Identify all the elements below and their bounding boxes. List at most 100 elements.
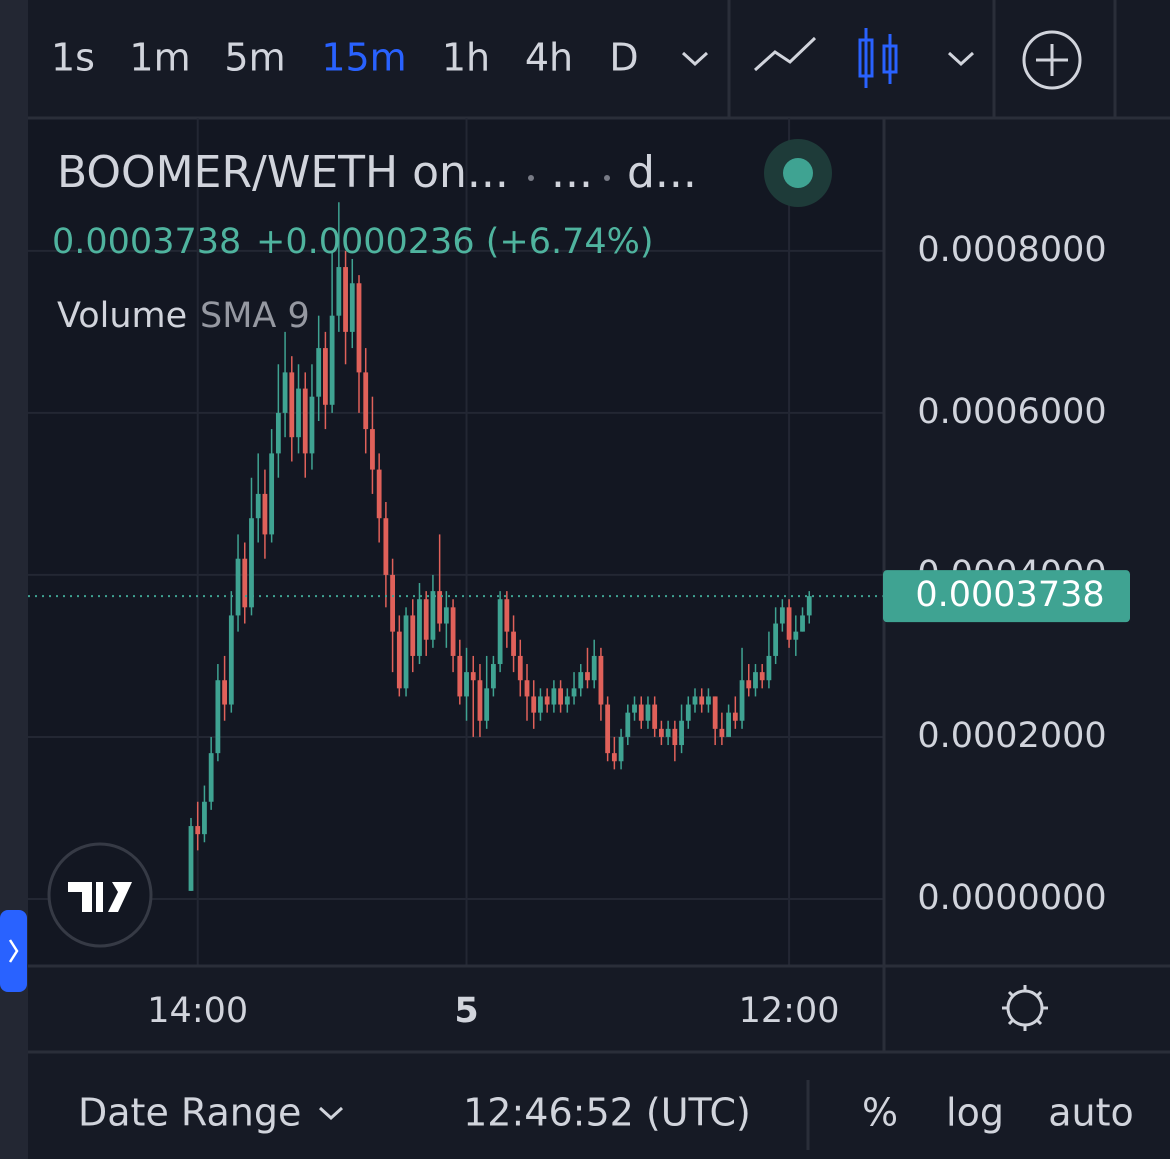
- status-dot: [783, 158, 813, 188]
- candle-body: [652, 704, 658, 729]
- candle-body: [638, 704, 644, 721]
- candle-body: [202, 801, 207, 835]
- interval-button[interactable]: 1m: [129, 36, 190, 80]
- candle-body: [390, 574, 395, 632]
- candle-body: [531, 696, 537, 713]
- candle-body: [524, 680, 530, 697]
- candle-body: [309, 396, 315, 454]
- candle-body: [470, 672, 476, 681]
- candle-body: [437, 591, 443, 624]
- candle-body: [208, 753, 214, 802]
- candle-body: [296, 388, 301, 438]
- candle-body: [222, 680, 227, 705]
- candle-body: [370, 429, 375, 470]
- candle-body: [558, 688, 563, 705]
- candle-body: [336, 267, 342, 316]
- interval-button[interactable]: 1s: [51, 36, 95, 80]
- candle-chart-button[interactable]: [858, 28, 898, 88]
- candle-body: [215, 680, 221, 754]
- candle-body: [417, 599, 422, 656]
- interval-button[interactable]: 4h: [525, 36, 573, 80]
- line-chart-button[interactable]: [753, 36, 817, 72]
- settings-button[interactable]: [1002, 985, 1048, 1031]
- candle-body: [679, 720, 684, 746]
- candle-body: [665, 728, 671, 737]
- candle-body: [544, 696, 550, 705]
- candle-body: [598, 655, 604, 705]
- candle-body: [793, 631, 799, 640]
- log-toggle[interactable]: log: [946, 1091, 1004, 1135]
- candle-body: [571, 688, 577, 697]
- candle-body: [739, 680, 745, 721]
- candle-body: [719, 728, 725, 737]
- candle-body: [645, 704, 651, 721]
- candle-body: [564, 696, 570, 705]
- candle-body: [659, 728, 664, 737]
- x-tick-label: 5: [454, 991, 478, 1031]
- candle-body: [464, 672, 469, 697]
- candle-body: [625, 712, 631, 737]
- interval-button[interactable]: 1h: [442, 36, 490, 80]
- candle-body: [517, 655, 523, 681]
- interval-button[interactable]: 15m: [321, 36, 406, 80]
- candle-body: [289, 372, 295, 438]
- candle-body: [578, 672, 584, 689]
- interval-button[interactable]: 5m: [224, 36, 285, 80]
- last-price-tag: [883, 570, 1130, 623]
- candle-body: [195, 826, 201, 835]
- percent-toggle[interactable]: %: [862, 1091, 898, 1135]
- candle-body: [605, 704, 611, 754]
- interval-menu[interactable]: [681, 51, 709, 67]
- candle-body: [262, 493, 268, 535]
- candle-body: [249, 518, 254, 608]
- logo: [68, 882, 132, 912]
- candle-body: [403, 615, 409, 689]
- candle-body: [410, 615, 416, 656]
- candle-body: [228, 615, 234, 705]
- interval-button[interactable]: D: [609, 36, 638, 80]
- y-tick-label: 0.0008000: [917, 230, 1106, 270]
- sidebar-toggle[interactable]: [0, 910, 27, 992]
- candle-body: [450, 607, 456, 656]
- plot-area: [28, 118, 883, 965]
- candle-body: [302, 388, 308, 454]
- date-range-chevron: [318, 1106, 344, 1121]
- candle-body: [726, 712, 731, 737]
- candle-body: [732, 712, 738, 721]
- exchange: ...: [551, 147, 593, 198]
- candle-body: [242, 558, 248, 608]
- add-indicator-button[interactable]: [1022, 30, 1082, 90]
- grid: [28, 118, 883, 965]
- candle-body: [376, 469, 382, 519]
- candle-body: [591, 655, 597, 681]
- candle-body: [551, 688, 557, 705]
- candle-body: [759, 672, 765, 681]
- candle-body: [585, 672, 590, 681]
- last-price-label: 0.0003738: [915, 575, 1104, 615]
- candle-body: [383, 518, 389, 575]
- x-tick-label: 12:00: [739, 991, 840, 1031]
- candle-body: [766, 655, 772, 681]
- auto-toggle[interactable]: auto: [1048, 1091, 1134, 1135]
- candle-body: [611, 753, 617, 762]
- axes: 0.00000000.00020000.00040000.00060000.00…: [147, 230, 1130, 1031]
- x-tick-label: 14:00: [147, 991, 248, 1031]
- interval-bar: 1s 1m 5m 15m 1h 4h D: [51, 36, 639, 80]
- candle-body: [188, 826, 194, 891]
- candle-body: [786, 607, 792, 640]
- legend-dot: [604, 175, 610, 181]
- candle-body: [491, 664, 496, 689]
- candle-body: [692, 696, 698, 705]
- candle-body: [511, 631, 516, 656]
- candle-body: [712, 696, 718, 729]
- chart-type-menu[interactable]: [947, 51, 975, 67]
- candle-body: [363, 372, 369, 430]
- candle-body: [423, 599, 429, 640]
- sma-label: SMA 9: [200, 296, 310, 336]
- candle-body: [316, 348, 322, 397]
- candle-body: [235, 558, 241, 616]
- date-range-button[interactable]: Date Range: [78, 1091, 301, 1135]
- candle-body: [484, 688, 490, 721]
- price-change: +0.0000236 (+6.74%): [256, 222, 654, 262]
- candle-body: [356, 283, 362, 373]
